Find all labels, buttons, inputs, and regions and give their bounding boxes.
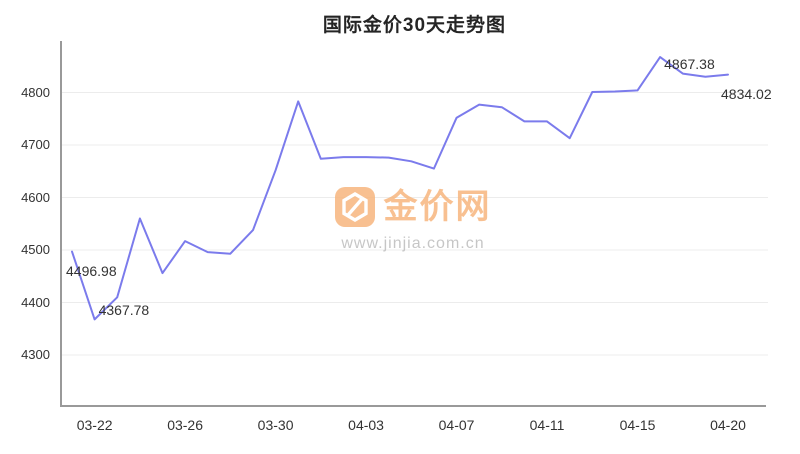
y-tick-label: 4700: [21, 137, 50, 152]
x-tick-label: 03-30: [257, 417, 294, 433]
y-tick-label: 4800: [21, 84, 50, 100]
y-tick-label: 4600: [21, 189, 50, 205]
x-tick-label: 04-15: [619, 417, 656, 433]
y-tick-label: 4300: [21, 347, 50, 362]
x-tick-label: 04-07: [438, 417, 475, 433]
x-tick-label: 04-03: [348, 417, 384, 433]
x-tick-label: 03-26: [167, 417, 203, 433]
watermark-site-name: 金价网: [383, 188, 492, 226]
jinjia-logo-icon: [334, 187, 375, 227]
watermark-site-url: www.jinjia.com.cn: [341, 235, 485, 252]
y-tick-label: 4400: [21, 294, 50, 310]
watermark-brand-row: 金价网: [328, 186, 498, 228]
y-tick-label: 4500: [21, 242, 50, 257]
x-tick-label: 04-11: [529, 417, 565, 433]
price-line-series: [71, 56, 729, 321]
chart-title: 国际金价30天走势图: [322, 15, 507, 36]
watermark: 金价网 www.jinjia.com.cn: [328, 186, 498, 253]
x-tick-label: 04-20: [710, 417, 746, 433]
point-value-label: 4367.78: [98, 302, 150, 319]
point-value-label: 4867.38: [664, 56, 715, 73]
point-value-label: 4496.98: [66, 262, 117, 279]
point-value-label: 4834.02: [721, 85, 772, 102]
x-tick-label: 03-22: [76, 417, 113, 433]
